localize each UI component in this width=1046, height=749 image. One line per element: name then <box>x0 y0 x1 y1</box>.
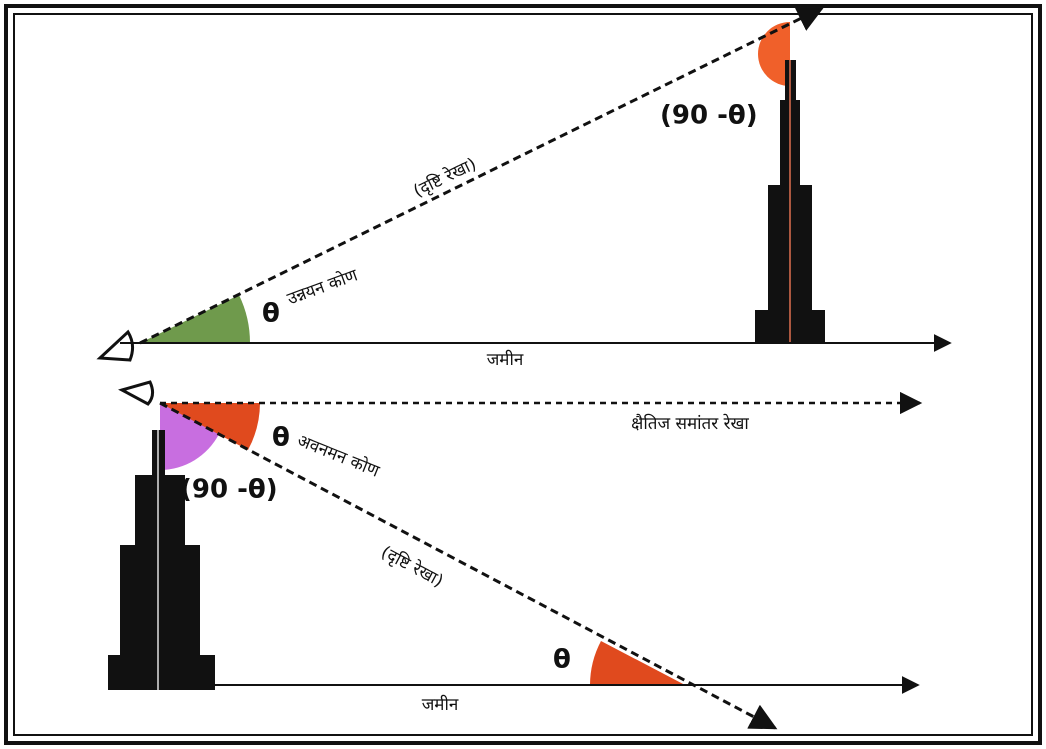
sight-line <box>140 8 822 343</box>
diagram: (दृष्टि रेखा) θ उन्नयन कोण (90 -θ) जमीन … <box>0 0 1046 749</box>
horizontal-label: क्षैतिज समांतर रेखा <box>631 413 749 434</box>
ground-label: जमीन <box>422 694 459 715</box>
theta: θ <box>553 645 571 675</box>
ground-label: जमीन <box>487 349 524 370</box>
page: (दृष्टि रेखा) θ उन्नयन कोण (90 -θ) जमीन … <box>0 0 1046 749</box>
eye <box>122 382 153 404</box>
ground-angle <box>590 641 685 685</box>
tower <box>108 430 215 690</box>
angle-label: अवनमन कोण <box>294 430 383 482</box>
theta: θ <box>272 423 290 453</box>
complement-label: (90 -θ) <box>660 101 758 131</box>
angle-label: उन्नयन कोण <box>284 264 361 309</box>
theta: θ <box>262 299 280 329</box>
sight-line <box>160 403 775 728</box>
complement-label: (90 -θ) <box>180 475 278 505</box>
eye <box>100 332 133 360</box>
